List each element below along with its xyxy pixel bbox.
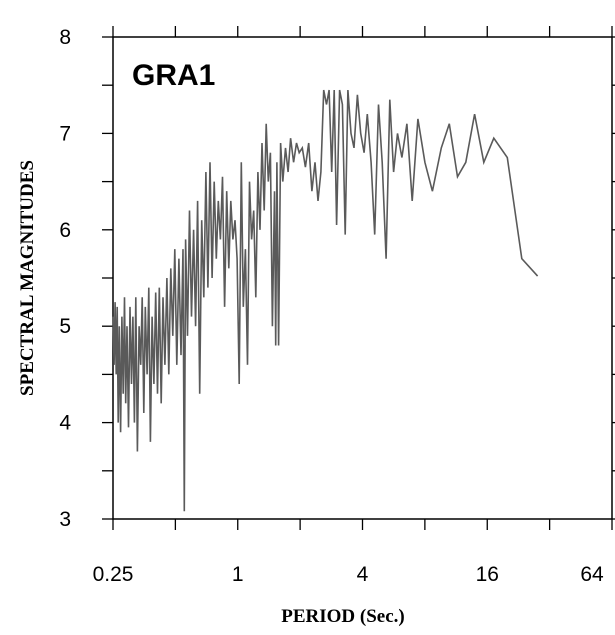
x-tick-label: 4 [357,563,369,586]
chart-title: GRA1 [132,59,215,92]
series-line [112,89,539,512]
y-tick-label: 5 [59,315,71,338]
y-axis-title: SPECTRAL MAGNITUDES [17,160,38,396]
x-tick-label: 0.25 [93,563,134,586]
y-tick-label: 6 [59,219,71,242]
x-tick-label: 64 [580,563,604,586]
y-tick-label: 4 [59,412,71,435]
axis-tick-labels: 0.25 1 4 16 64 3 4 5 6 7 8 [59,26,604,586]
x-tick-label: 1 [232,563,244,586]
axis-ticks [102,26,615,530]
y-tick-label: 3 [59,508,71,531]
series-group [112,89,539,512]
x-tick-label: 16 [476,563,499,586]
x-axis-title: PERIOD (Sec.) [281,606,404,627]
y-tick-label: 7 [59,122,71,145]
y-tick-label: 8 [59,26,71,49]
